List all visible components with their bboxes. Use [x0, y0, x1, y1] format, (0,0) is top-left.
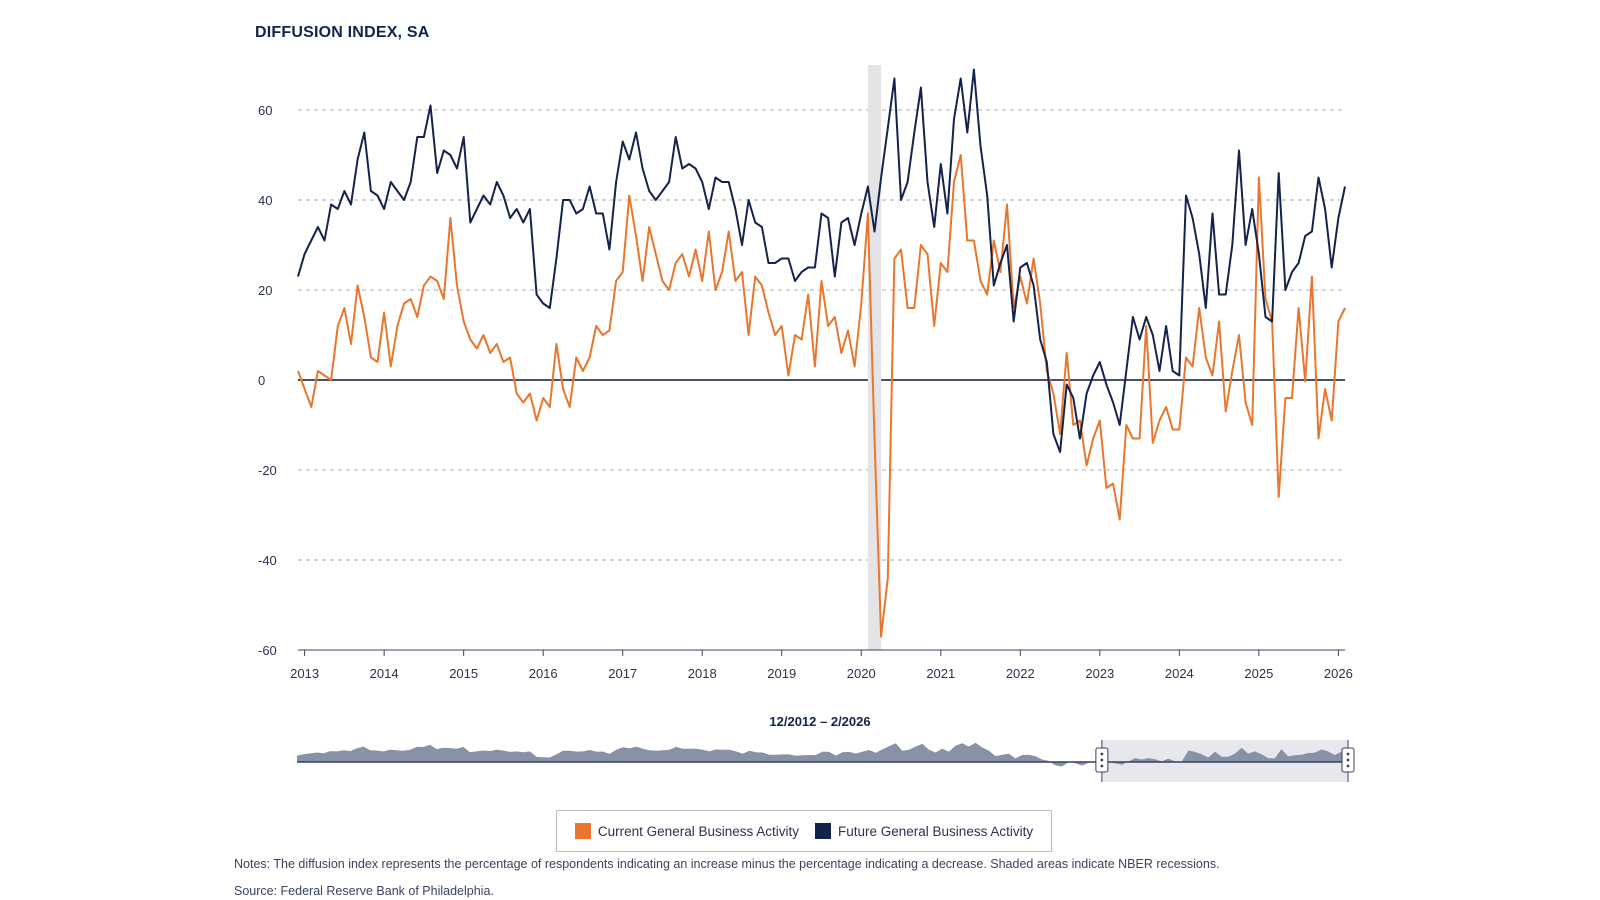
- x-axis: 2013 2014 2015 2016 2017 2018 2019 2020 2021 2022…: [290, 649, 1353, 681]
- series-line-current: [297, 154, 1346, 638]
- chart-title: DIFFUSION INDEX, SA: [255, 24, 430, 41]
- legend: Current General Business Activity Future…: [556, 810, 1052, 852]
- x-tick-label: 2025: [1244, 666, 1273, 681]
- x-tick-label: 2020: [847, 666, 876, 681]
- handle-grip-dot: [1346, 752, 1350, 756]
- x-tick-label: 2018: [688, 666, 717, 681]
- y-tick-label: -60: [258, 643, 277, 658]
- navigator-handle-right[interactable]: [1341, 747, 1355, 773]
- x-tick-label: 2015: [449, 666, 478, 681]
- chart-source: Source: Federal Reserve Bank of Philadel…: [234, 884, 494, 898]
- y-axis: 60 40 20 0 -20 -40 -60: [258, 103, 277, 658]
- x-tick-label: 2021: [926, 666, 955, 681]
- range-selector-label: 12/2012 – 2/2026: [769, 714, 870, 729]
- gridlines: [298, 109, 1345, 561]
- range-navigator[interactable]: [297, 740, 1355, 782]
- series-lines: [297, 68, 1346, 638]
- y-tick-label: 0: [258, 373, 265, 388]
- legend-label-current: Current General Business Activity: [597, 823, 799, 839]
- x-tick-label: 2024: [1165, 666, 1194, 681]
- navigator-handle-left[interactable]: [1095, 747, 1109, 773]
- x-tick-label: 2026: [1324, 666, 1353, 681]
- legend-item-current[interactable]: Current General Business Activity: [574, 823, 799, 839]
- y-tick-label: -40: [258, 553, 277, 568]
- x-tick-label: 2022: [1006, 666, 1035, 681]
- legend-label-future: Future General Business Activity: [838, 823, 1034, 839]
- chart-notes: Notes: The diffusion index represents th…: [234, 857, 1220, 871]
- navigator-area: [297, 742, 1348, 767]
- x-tick-label: 2017: [608, 666, 637, 681]
- y-tick-label: -20: [258, 463, 277, 478]
- handle-grip-dot: [1100, 758, 1104, 762]
- x-tick-label: 2016: [529, 666, 558, 681]
- handle-grip-dot: [1100, 752, 1104, 756]
- series-line-future: [297, 68, 1346, 453]
- y-tick-label: 20: [258, 283, 272, 298]
- y-tick-label: 40: [258, 193, 272, 208]
- x-tick-label: 2013: [290, 666, 319, 681]
- legend-item-future[interactable]: Future General Business Activity: [815, 823, 1033, 839]
- handle-grip-dot: [1100, 764, 1104, 768]
- handle-grip-dot: [1346, 758, 1350, 762]
- handle-grip-dot: [1346, 764, 1350, 768]
- x-tick-label: 2014: [370, 666, 399, 681]
- x-tick-label: 2019: [767, 666, 796, 681]
- legend-swatch-future: [815, 823, 831, 839]
- legend-swatch-current: [574, 823, 591, 839]
- x-tick-label: 2023: [1085, 666, 1114, 681]
- y-tick-label: 60: [258, 103, 272, 118]
